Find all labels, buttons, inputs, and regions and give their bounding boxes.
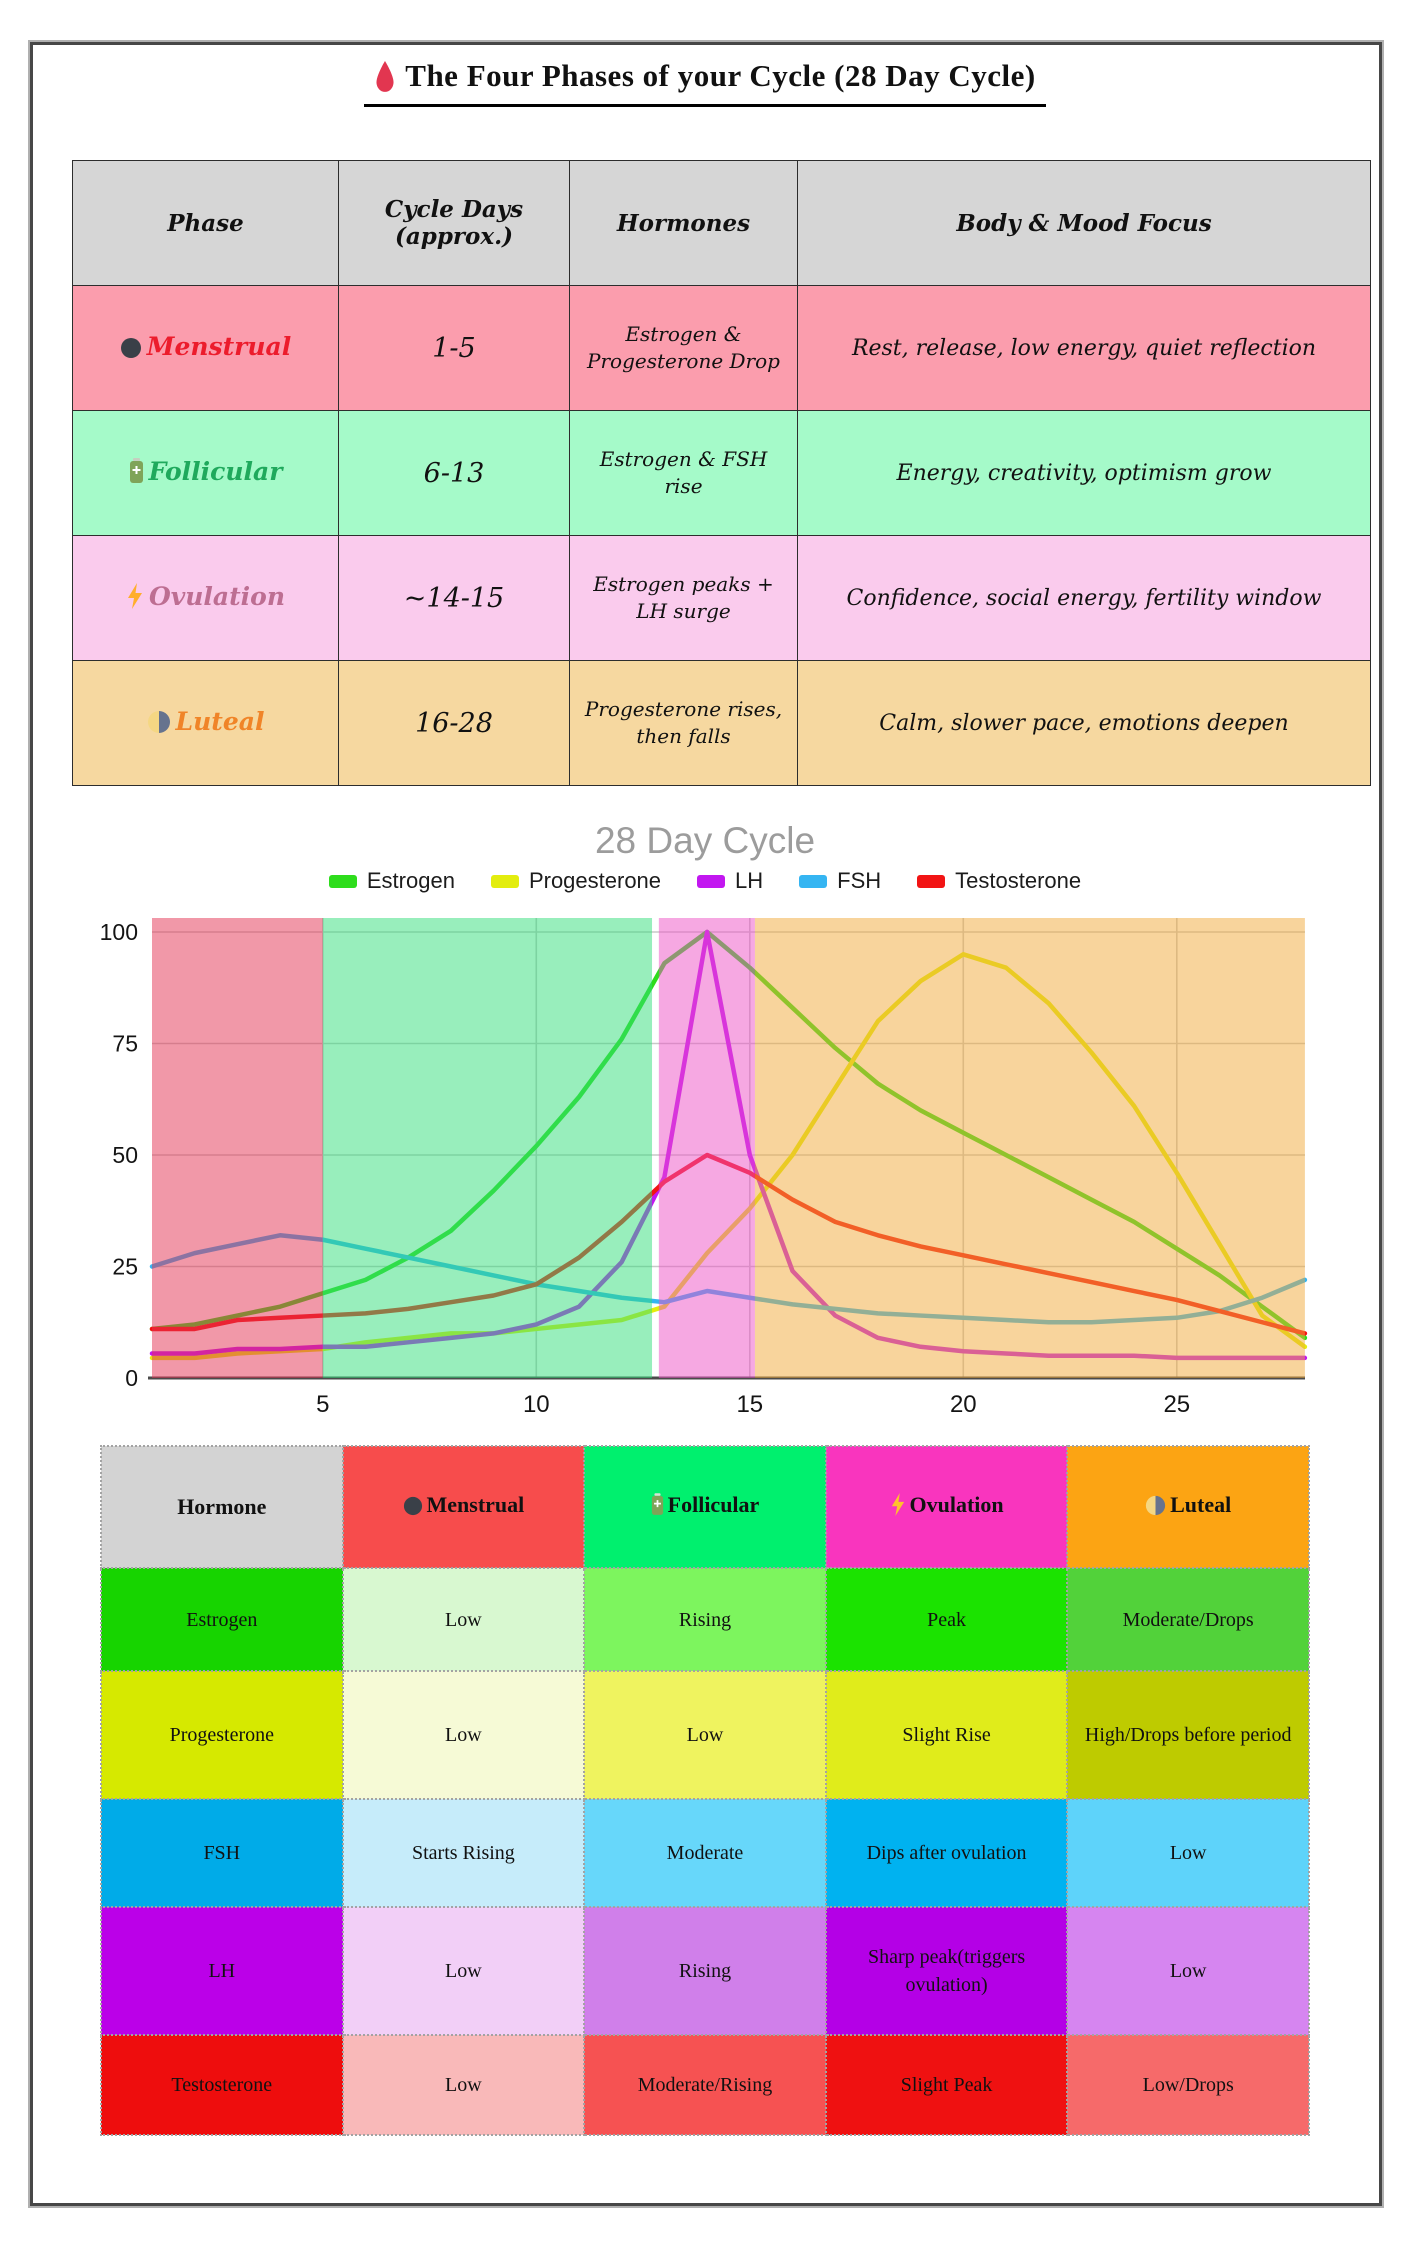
cell-testosterone-luteal: Low/Drops	[1066, 2034, 1310, 2136]
cell-progesterone-ovulation: Slight Rise	[824, 1670, 1069, 1800]
days-luteal: 16-28	[338, 660, 570, 786]
phase-table: Phase Cycle Days (approx.) Hormones Body…	[72, 160, 1371, 786]
hormones-menstrual: Estrogen & Progesterone Drop	[569, 285, 798, 411]
cell-testosterone-ovulation: Slight Peak	[824, 2034, 1069, 2136]
table-row-follicular: Follicular 6-13 Estrogen & FSH rise Ener…	[72, 410, 1371, 536]
battery-icon	[129, 457, 144, 490]
svg-text:15: 15	[736, 1391, 763, 1418]
matrix-header-hormone: Hormone	[100, 1445, 344, 1569]
svg-text:50: 50	[112, 1142, 138, 1168]
cycle-chart: 0 25 50 75 100 5 10 15 20 25	[100, 918, 1308, 1418]
matrix-row-lh: LH Low Rising Sharp peak(triggers ovulat…	[100, 1906, 1310, 2036]
lightning-icon	[126, 582, 144, 615]
focus-menstrual: Rest, release, low energy, quiet reflect…	[797, 285, 1371, 411]
legend-item-progesterone: Progesterone	[490, 868, 661, 894]
table-row-luteal: Luteal 16-28 Progesterone rises, then fa…	[72, 660, 1371, 786]
cell-estrogen-ovulation: Peak	[824, 1567, 1069, 1672]
svg-text:25: 25	[1163, 1391, 1190, 1418]
lightning-icon	[890, 1493, 906, 1522]
matrix-header-ovulation: Ovulation	[824, 1445, 1069, 1569]
testosterone-swatch-icon	[917, 874, 946, 888]
days-menstrual: 1-5	[338, 285, 570, 411]
matrix-row-testosterone: Testosterone Low Moderate/Rising Slight …	[100, 2034, 1310, 2136]
hormones-follicular: Estrogen & FSH rise	[569, 410, 798, 536]
matrix-header-row: Hormone Menstrual Follicular Ovulation L…	[100, 1445, 1310, 1569]
header-hormones: Hormones	[569, 160, 798, 286]
legend-item-fsh: FSH	[799, 868, 881, 894]
cell-fsh-follicular: Moderate	[583, 1798, 827, 1908]
svg-text:100: 100	[100, 919, 138, 945]
moon-icon	[147, 710, 171, 740]
cell-fsh-ovulation: Dips after ovulation	[824, 1798, 1069, 1908]
row-label-fsh: FSH	[100, 1798, 344, 1908]
matrix-row-progesterone: Progesterone Low Low Slight Rise High/Dr…	[100, 1670, 1310, 1800]
chart-legend: Estrogen Progesterone LH FSH Testosteron…	[0, 868, 1410, 894]
cell-lh-follicular: Rising	[583, 1906, 827, 2036]
header-cycle-days: Cycle Days (approx.)	[338, 160, 570, 286]
row-label-testosterone: Testosterone	[100, 2034, 344, 2136]
phase-label-follicular: Follicular	[72, 410, 339, 536]
svg-text:75: 75	[112, 1031, 138, 1057]
svg-text:25: 25	[112, 1254, 138, 1280]
progesterone-swatch-icon	[490, 874, 519, 888]
focus-ovulation: Confidence, social energy, fertility win…	[797, 535, 1371, 661]
page-title: The Four Phases of your Cycle (28 Day Cy…	[0, 58, 1410, 107]
header-phase: Phase	[72, 160, 339, 286]
cell-testosterone-follicular: Moderate/Rising	[583, 2034, 827, 2136]
svg-text:5: 5	[316, 1391, 329, 1418]
cell-progesterone-luteal: High/Drops before period	[1066, 1670, 1310, 1800]
moon-icon	[1145, 1495, 1166, 1522]
black-circle-icon	[403, 1496, 423, 1522]
chart-title: 28 Day Cycle	[594, 820, 816, 861]
cell-testosterone-menstrual: Low	[341, 2034, 586, 2136]
legend-item-lh: LH	[697, 868, 763, 894]
page-title-text: The Four Phases of your Cycle (28 Day Cy…	[405, 58, 1036, 93]
phase-label-menstrual: Menstrual	[72, 285, 339, 411]
cell-progesterone-follicular: Low	[583, 1670, 827, 1800]
days-follicular: 6-13	[338, 410, 570, 536]
battery-icon	[651, 1493, 664, 1522]
cell-estrogen-menstrual: Low	[341, 1567, 586, 1672]
lh-swatch-icon	[697, 874, 726, 888]
focus-follicular: Energy, creativity, optimism grow	[797, 410, 1371, 536]
fsh-swatch-icon	[799, 874, 828, 888]
cell-estrogen-follicular: Rising	[583, 1567, 827, 1672]
table-row-ovulation: Ovulation ~14-15 Estrogen peaks + LH sur…	[72, 535, 1371, 661]
focus-luteal: Calm, slower pace, emotions deepen	[797, 660, 1371, 786]
matrix-header-follicular: Follicular	[583, 1445, 827, 1569]
matrix-row-estrogen: Estrogen Low Rising Peak Moderate/Drops	[100, 1567, 1310, 1672]
estrogen-swatch-icon	[328, 874, 357, 888]
hormones-ovulation: Estrogen peaks + LH surge	[569, 535, 798, 661]
legend-item-estrogen: Estrogen	[328, 868, 455, 894]
cell-lh-menstrual: Low	[341, 1906, 586, 2036]
phase-table-header-row: Phase Cycle Days (approx.) Hormones Body…	[72, 160, 1371, 286]
hormone-phase-table: Hormone Menstrual Follicular Ovulation L…	[100, 1445, 1310, 2136]
matrix-header-menstrual: Menstrual	[341, 1445, 586, 1569]
svg-text:20: 20	[950, 1391, 977, 1418]
header-body-mood: Body & Mood Focus	[797, 160, 1371, 286]
svg-text:10: 10	[523, 1391, 550, 1418]
cell-fsh-luteal: Low	[1066, 1798, 1310, 1908]
cell-progesterone-menstrual: Low	[341, 1670, 586, 1800]
matrix-row-fsh: FSH Starts Rising Moderate Dips after ov…	[100, 1798, 1310, 1908]
phase-label-luteal: Luteal	[72, 660, 339, 786]
cell-fsh-menstrual: Starts Rising	[341, 1798, 586, 1908]
row-label-lh: LH	[100, 1906, 344, 2036]
row-label-progesterone: Progesterone	[100, 1670, 344, 1800]
phase-label-ovulation: Ovulation	[72, 535, 339, 661]
svg-text:0: 0	[125, 1365, 138, 1391]
blood-drop-icon	[374, 61, 396, 98]
table-row-menstrual: Menstrual 1-5 Estrogen & Progesterone Dr…	[72, 285, 1371, 411]
black-circle-icon	[120, 336, 142, 365]
cell-lh-luteal: Low	[1066, 1906, 1310, 2036]
cell-estrogen-luteal: Moderate/Drops	[1066, 1567, 1310, 1672]
hormones-luteal: Progesterone rises, then falls	[569, 660, 798, 786]
matrix-header-luteal: Luteal	[1066, 1445, 1310, 1569]
legend-item-testosterone: Testosterone	[917, 868, 1081, 894]
days-ovulation: ~14-15	[338, 535, 570, 661]
cell-lh-ovulation: Sharp peak(triggers ovulation)	[824, 1906, 1069, 2036]
row-label-estrogen: Estrogen	[100, 1567, 344, 1672]
